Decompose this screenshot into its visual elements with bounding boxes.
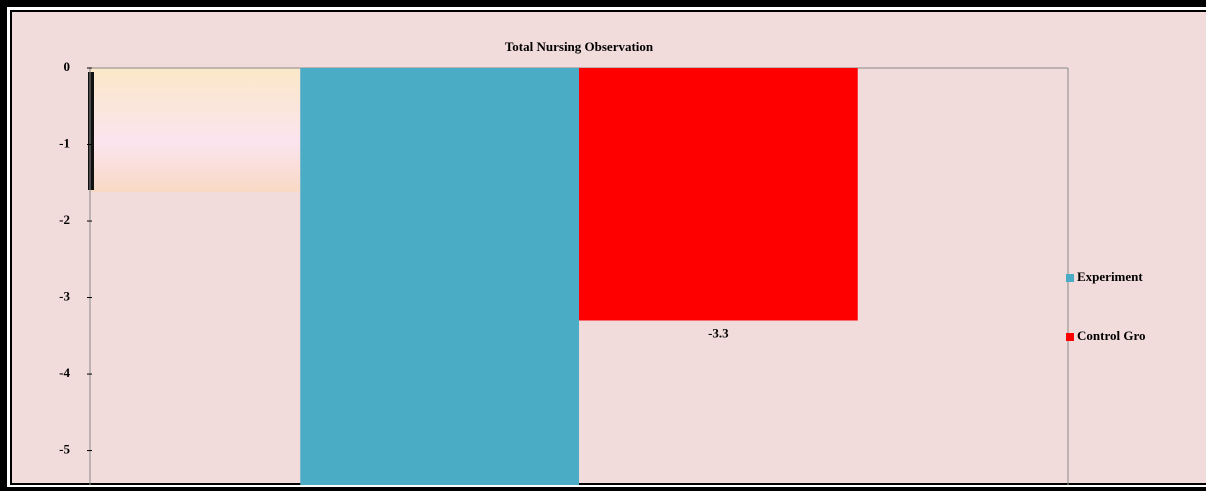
decoration <box>90 68 300 192</box>
y-tick-label: 0 <box>64 59 71 74</box>
legend-label: Control Gro <box>1077 328 1146 343</box>
legend-label: Experiment <box>1077 269 1143 284</box>
chart-title: Total Nursing Observation <box>505 39 654 54</box>
legend-swatch <box>1066 333 1074 341</box>
y-tick-label: -4 <box>59 365 70 380</box>
y-tick-label: -3 <box>59 289 70 304</box>
y-tick-label: -5 <box>59 442 70 457</box>
y-tick-label: -1 <box>59 135 70 150</box>
data-label: -3.3 <box>708 325 729 340</box>
bar <box>579 68 858 321</box>
y-tick-label: -2 <box>59 212 70 227</box>
legend-swatch <box>1066 274 1074 282</box>
bar <box>300 68 579 485</box>
decoration-line <box>88 72 94 190</box>
